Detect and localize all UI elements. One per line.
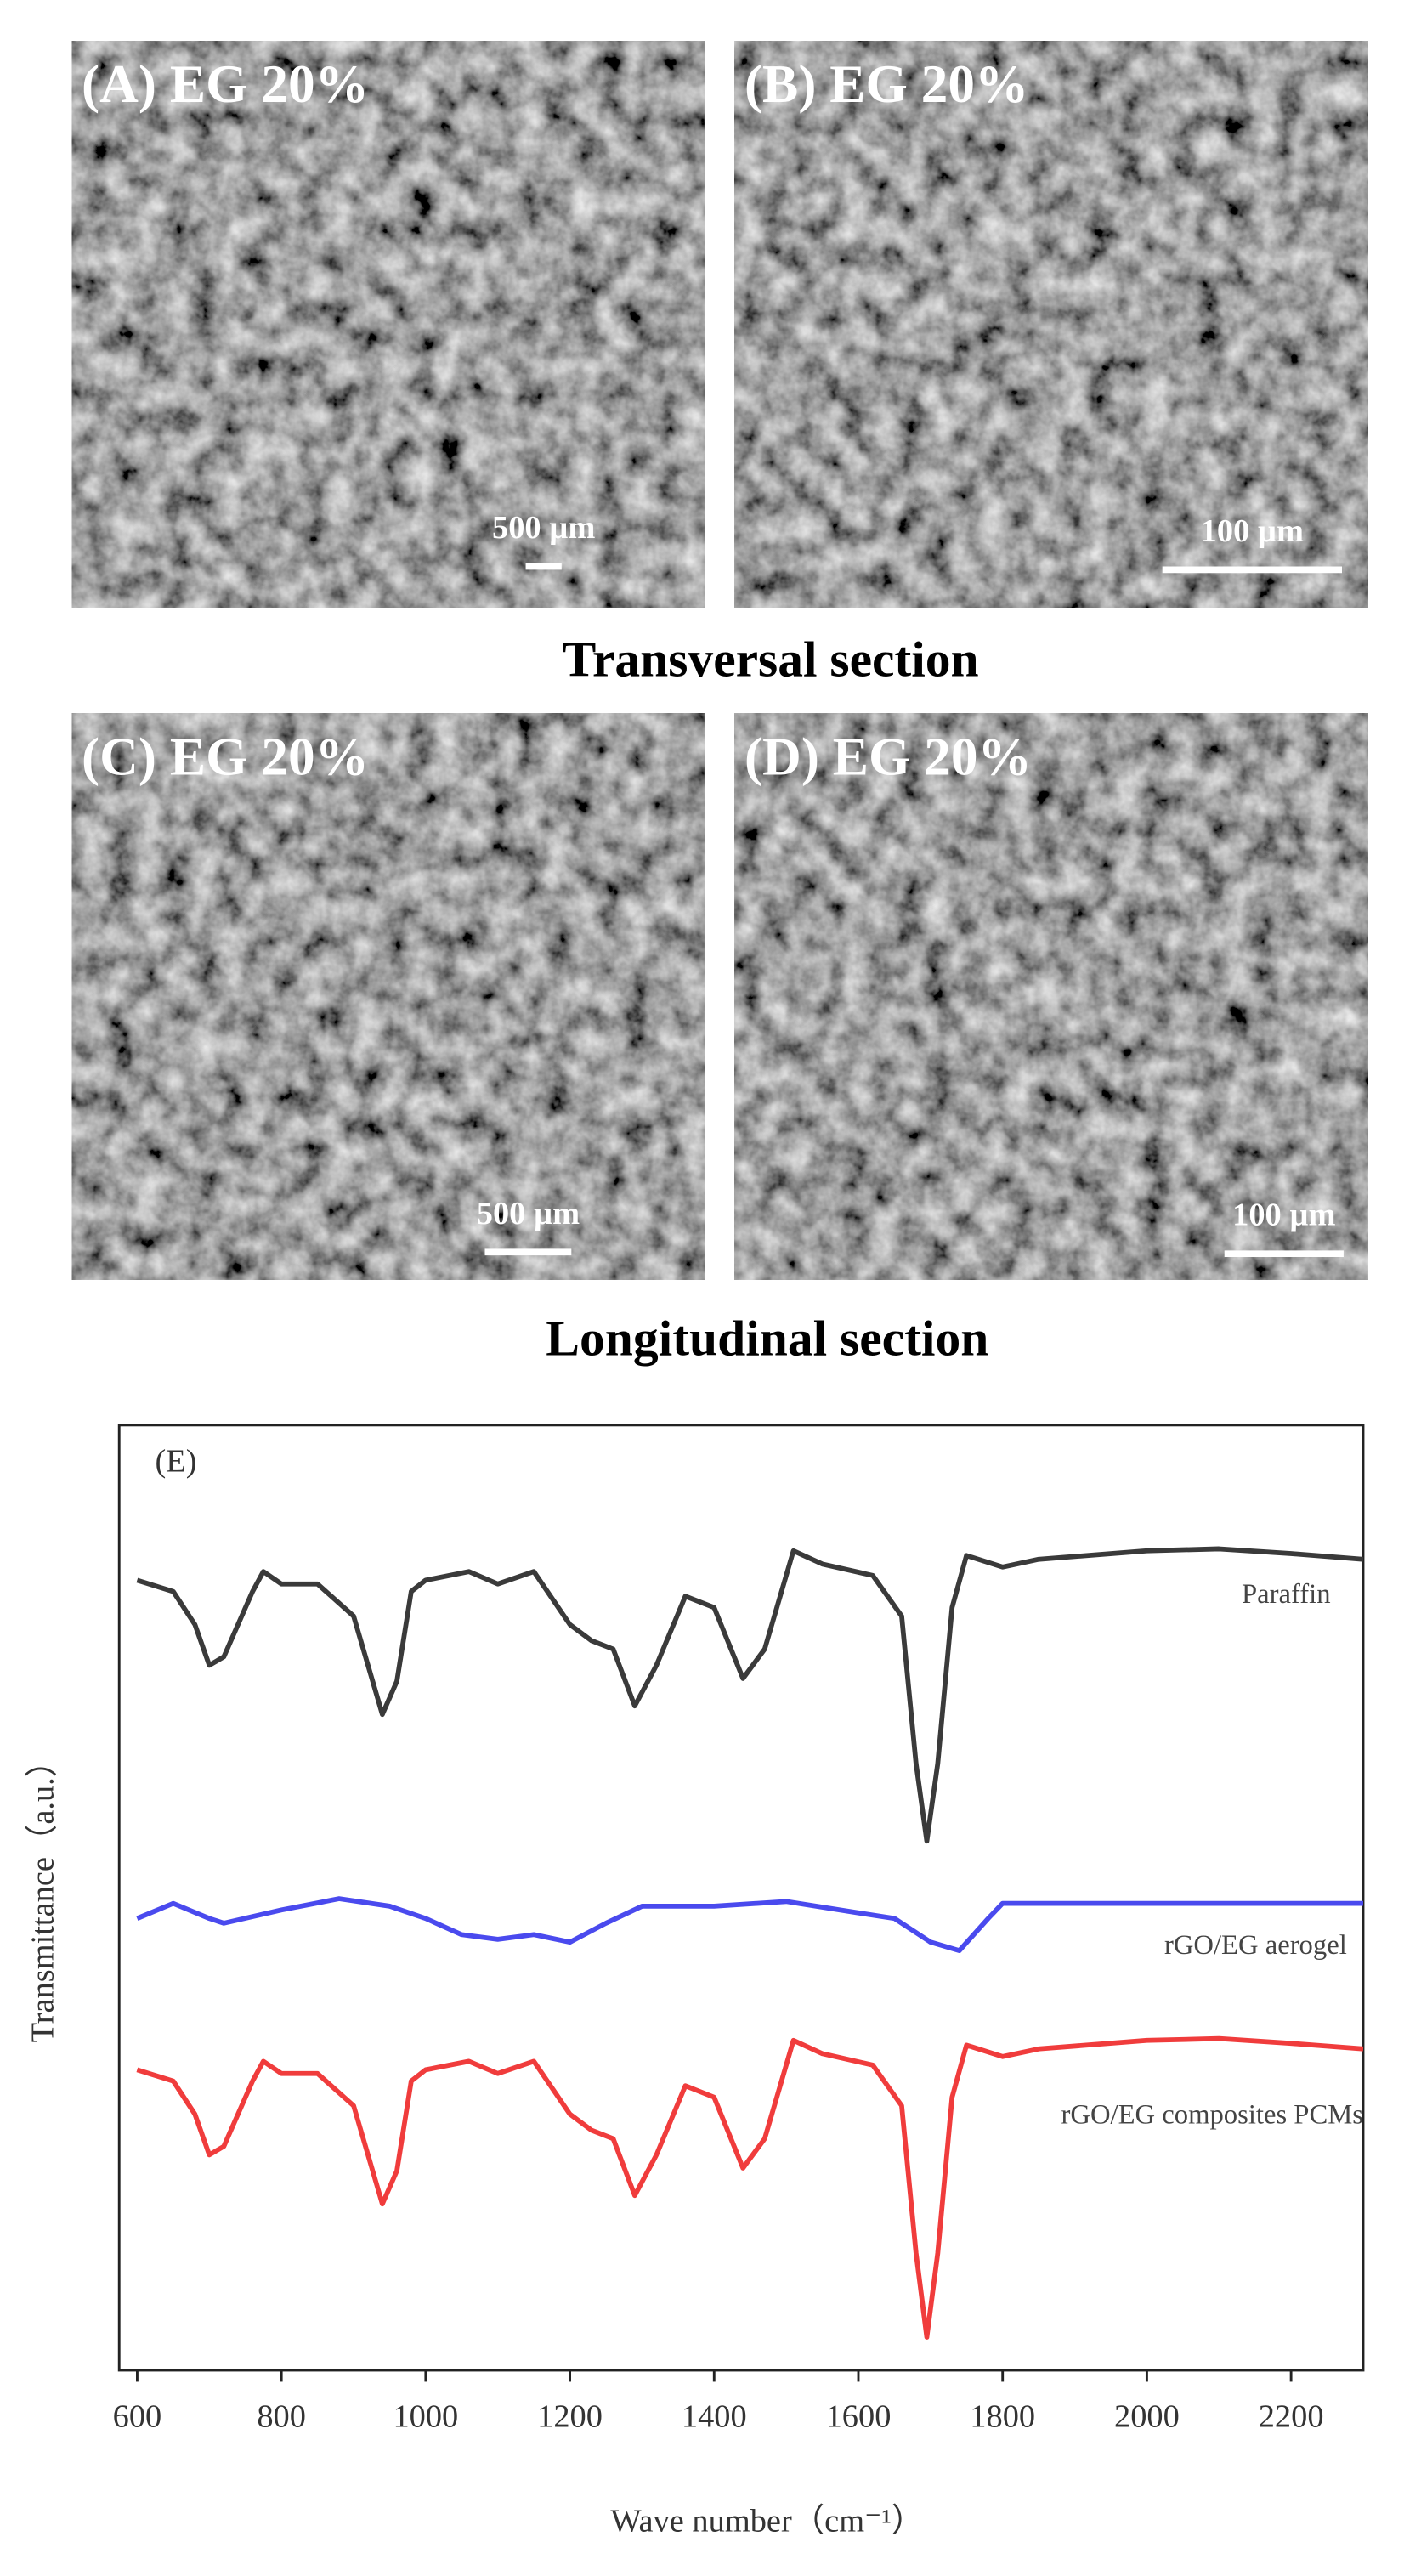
series-line <box>136 1546 1364 1844</box>
x-tick-label: 1600 <box>826 2398 892 2434</box>
y-axis-label: Transmittance（a.u.） <box>25 1745 61 2043</box>
x-tick-label: 2000 <box>1114 2398 1180 2434</box>
sem-image <box>734 713 1368 1280</box>
plot-frame <box>117 1424 1365 2372</box>
x-axis-label: Wave number（cm⁻¹） <box>610 2503 924 2539</box>
caption: Longitudinal section <box>546 1310 988 1366</box>
x-tick-label: 2200 <box>1259 2398 1324 2434</box>
panel-label: (D) EG 20% <box>744 728 1032 787</box>
series-label: Paraffin <box>1242 1579 1331 1610</box>
x-tick-label: 800 <box>257 2398 306 2434</box>
caption: Transversal section <box>563 631 979 687</box>
sem-image <box>734 41 1368 608</box>
panel-label: (C) EG 20% <box>82 728 369 787</box>
scale-bar-label: 500 µm <box>492 510 595 546</box>
panel-label: (A) EG 20% <box>82 54 369 114</box>
x-tick-label: 1800 <box>970 2398 1035 2434</box>
scale-bar-label: 500 µm <box>477 1196 580 1231</box>
x-tick-label: 1400 <box>682 2398 747 2434</box>
scale-bar-label: 100 µm <box>1232 1197 1335 1233</box>
sem-image <box>71 713 705 1280</box>
panel-label: (B) EG 20% <box>744 54 1028 114</box>
series-line <box>136 2035 1364 2340</box>
x-tick-label: 600 <box>113 2398 162 2434</box>
scale-bar-label: 100 µm <box>1201 513 1304 549</box>
panel-label: (E) <box>155 1444 196 1480</box>
series-label: rGO/EG aerogel <box>1164 1930 1347 1961</box>
series-label: rGO/EG composites PCMs <box>1061 2100 1363 2131</box>
x-tick-label: 1200 <box>537 2398 603 2434</box>
series-line <box>136 1896 1363 1954</box>
sem-image <box>71 41 705 608</box>
x-tick-label: 1000 <box>393 2398 458 2434</box>
